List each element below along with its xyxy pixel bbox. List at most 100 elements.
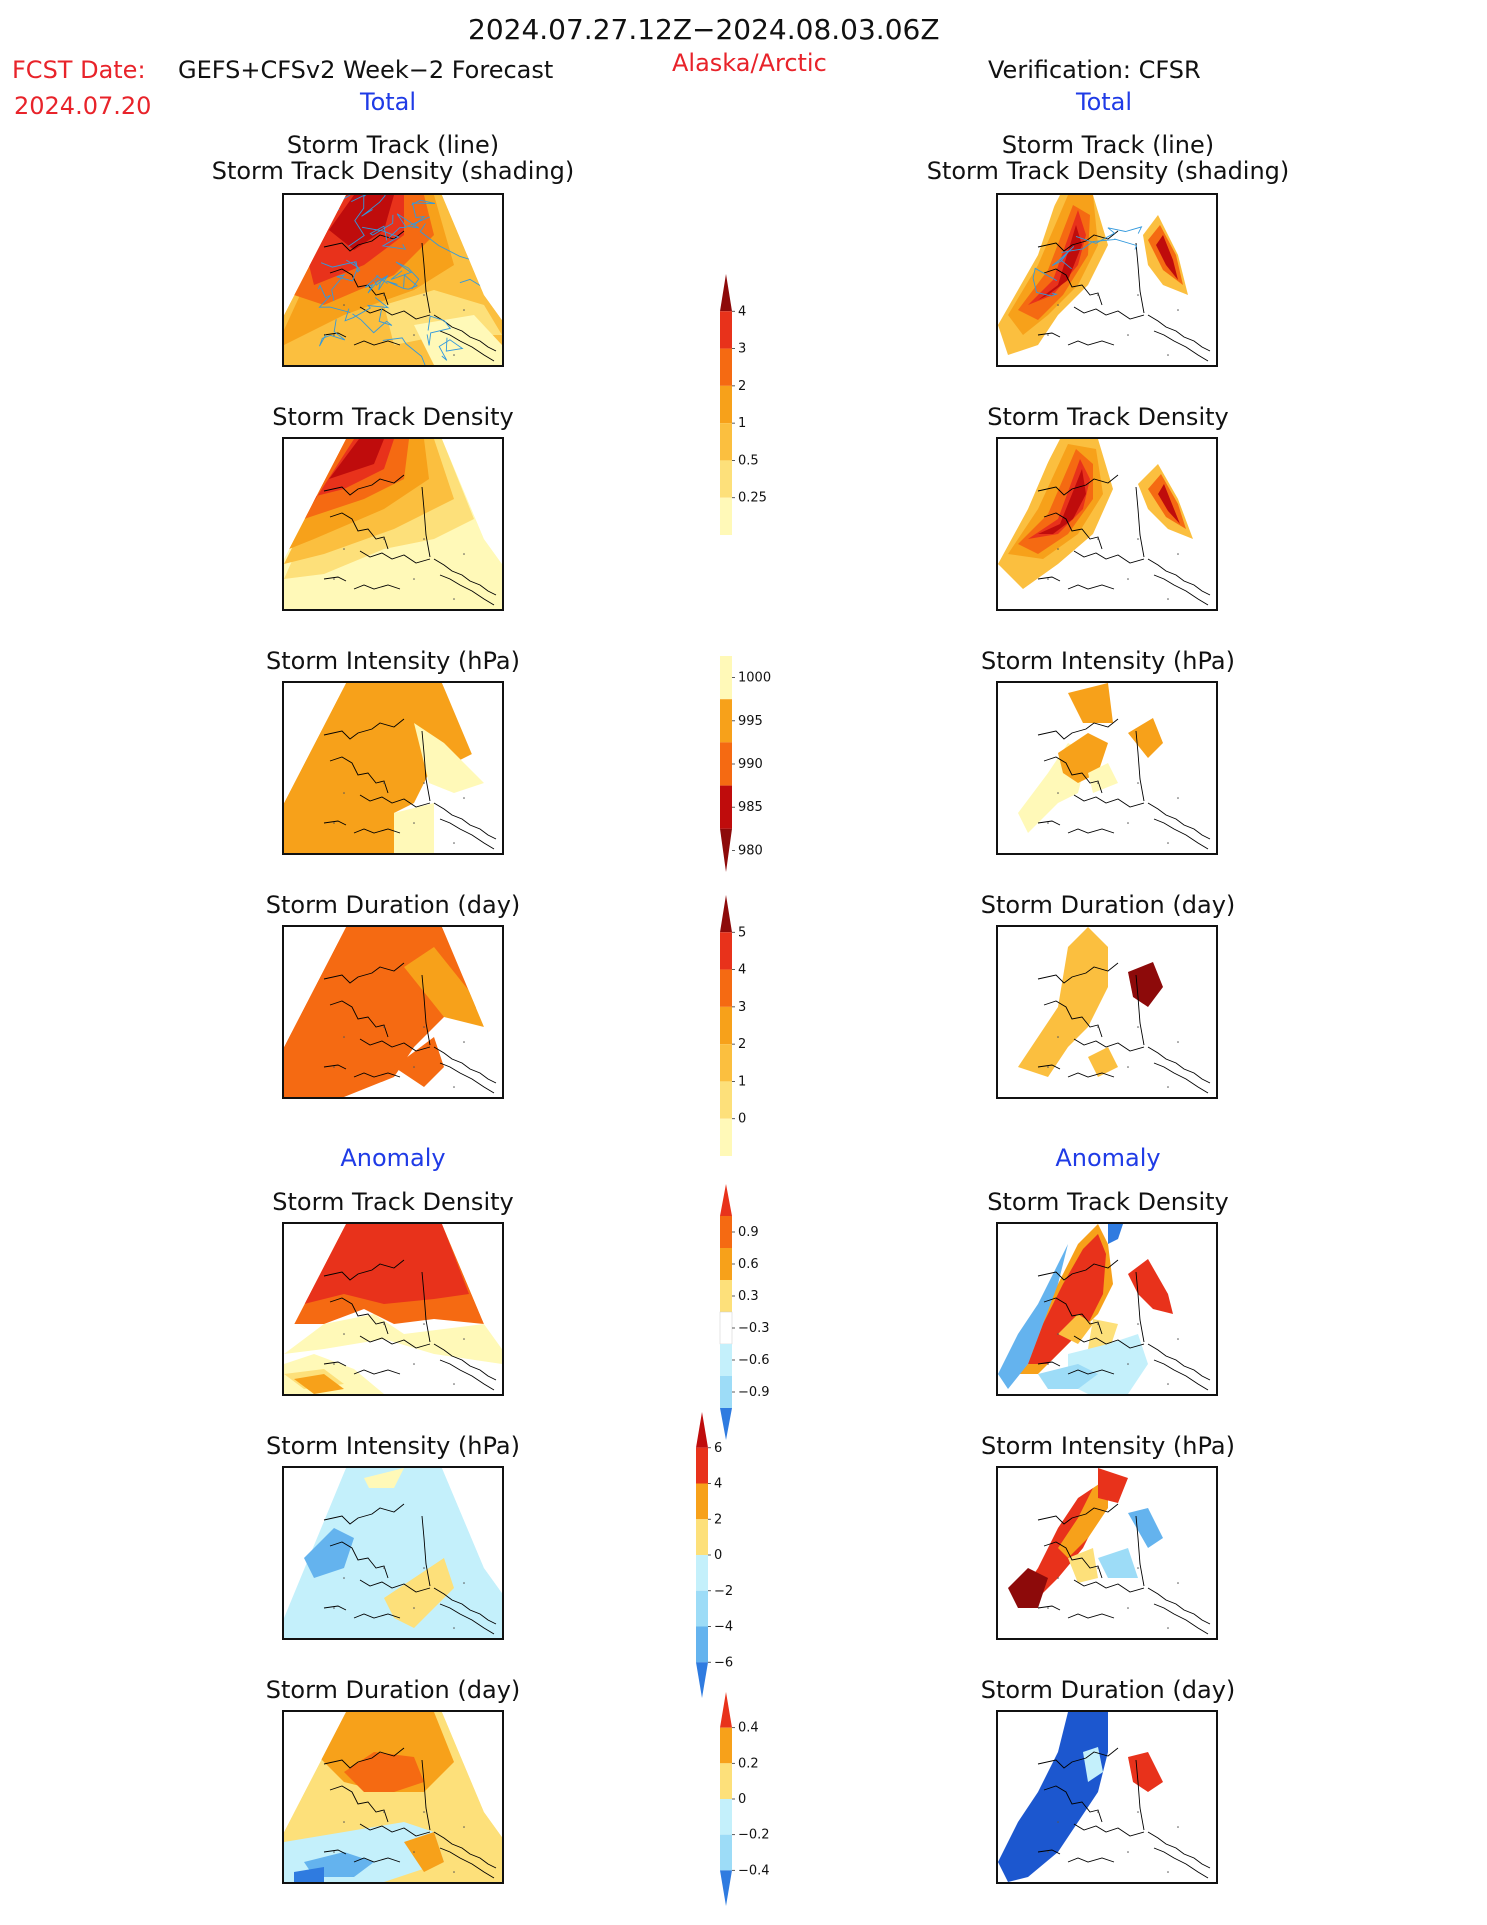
cbar-tick-label-3: 985: [738, 800, 763, 815]
coastline-5: [1067, 1857, 1115, 1863]
storm-track-15: [344, 297, 390, 322]
cfsr-total-duration-map: [996, 925, 1218, 1099]
anomaly-label-right: Anomaly: [1055, 1144, 1161, 1172]
graticule-dot-4: [333, 822, 335, 824]
shading-layer: [998, 1712, 1163, 1882]
shading-layer: [1018, 683, 1163, 833]
colorbar-intensity-anomaly: 6 4 2 0 −2 −4 −6: [696, 1412, 733, 1698]
graticule-dot-2: [1137, 1026, 1139, 1028]
graticule-dot-3: [1177, 1582, 1179, 1584]
cbar-swatch-6: [696, 1626, 708, 1663]
graticule-dot-3: [1177, 797, 1179, 799]
shade-region-3: [1028, 210, 1086, 305]
storm-track-1: [1075, 226, 1143, 244]
shade-region-4: [1088, 763, 1118, 793]
cbar-tick-label-2: 0: [738, 1792, 746, 1807]
coastline-3: [433, 1831, 497, 1869]
coastline-6: [323, 1605, 347, 1611]
graticule-dot-4: [1047, 578, 1049, 580]
cbar-tick-label-0: 6: [714, 1441, 722, 1456]
graticule-dot-2: [1137, 294, 1139, 296]
shading-layer: [284, 683, 484, 853]
shade-region-5: [404, 1832, 444, 1872]
cbar-swatch-5: [720, 1870, 732, 1906]
cbar-swatch-2: [696, 1483, 708, 1520]
graticule-dot-0: [343, 1577, 345, 1579]
graticule-dot-4: [1047, 1066, 1049, 1068]
cfsr-total-track-density-map: [996, 437, 1218, 611]
graticule-dot-4: [333, 578, 335, 580]
graticule-dots: [333, 1026, 465, 1088]
coastline-6: [1037, 1064, 1061, 1070]
cbar-swatch-1: [720, 932, 732, 970]
cbar-tick-label-4: −0.4: [738, 1863, 770, 1878]
cbar-tick-label-3: −0.3: [738, 1321, 770, 1336]
coastline-7: [1135, 1759, 1145, 1831]
coastline-2: [359, 794, 431, 808]
coastline-layer: [323, 962, 497, 1094]
map-canvas: [284, 683, 497, 853]
colorbar-duration: 5 4 3 2 1 0: [720, 895, 746, 1156]
graticule-dot-6: [453, 1627, 455, 1629]
graticule-dot-6: [1167, 1383, 1169, 1385]
shade-region-1: [1058, 1478, 1108, 1558]
shade-region-1: [414, 723, 484, 793]
coastline-3: [433, 802, 497, 840]
coastline-0: [323, 718, 405, 740]
panel-title-duration-left: Storm Duration (day): [265, 891, 521, 919]
forecast-anomaly-intensity-map: [282, 1466, 504, 1640]
coastline-0: [1037, 1747, 1119, 1769]
map-canvas: [284, 1712, 502, 1882]
storm-track-16: [369, 214, 394, 241]
coastline-2: [1073, 550, 1145, 564]
cbar-swatch-2: [720, 1763, 732, 1799]
graticule-dot-1: [383, 538, 385, 540]
panel-title-anom-intensity-right: Storm Intensity (hPa): [981, 1432, 1235, 1460]
coastline-6: [323, 576, 347, 582]
cbar-tick-label-6: −6: [714, 1655, 733, 1670]
map-canvas: [284, 439, 502, 609]
coastline-5: [1067, 1072, 1115, 1078]
map-canvas: [998, 1224, 1211, 1394]
storm-track-17: [361, 195, 397, 217]
coastline-0: [323, 1503, 405, 1525]
shade-region-2: [1068, 683, 1113, 723]
shade-region-6: [1038, 1364, 1098, 1389]
forecast-total-track-density-map: [282, 437, 504, 611]
coastline-4: [439, 574, 495, 606]
map-canvas: [998, 195, 1211, 362]
shade-region-2: [394, 803, 434, 853]
coastline-layer: [323, 718, 497, 850]
graticule-dot-4: [333, 1066, 335, 1068]
storm-track-7: [390, 261, 420, 290]
graticule-dot-4: [1047, 1607, 1049, 1609]
anomaly-label-left: Anomaly: [340, 1144, 446, 1172]
map-canvas: [998, 439, 1211, 606]
graticule-dot-1: [1097, 1567, 1099, 1569]
shading-layer: [284, 1224, 502, 1394]
shade-region-4: [1038, 225, 1082, 300]
shading-layer: [284, 927, 484, 1097]
cbar-swatch-2: [720, 969, 732, 1007]
graticule-dot-5: [1127, 1851, 1129, 1853]
cbar-tick-label-2: 2: [738, 379, 746, 394]
graticule-dot-5: [413, 578, 415, 580]
coastline-layer: [1037, 1503, 1211, 1635]
total-label-left: Total: [360, 88, 417, 116]
graticule-dot-2: [1137, 1567, 1139, 1569]
graticule-dots: [1047, 782, 1179, 844]
cbar-tick-label-1: 4: [714, 1477, 722, 1492]
coastline-2: [359, 306, 431, 320]
total-label-right: Total: [1076, 88, 1133, 116]
graticule-dot-5: [1127, 1607, 1129, 1609]
cbar-swatch-0: [720, 274, 732, 312]
cbar-swatch-3: [696, 1519, 708, 1555]
coastline-1: [329, 1785, 389, 1823]
cbar-swatch-5: [696, 1590, 708, 1627]
coastline-7: [421, 974, 431, 1046]
coastline-layer: [1037, 1747, 1211, 1879]
storm-track-1: [388, 213, 430, 239]
graticule-dot-5: [1127, 1066, 1129, 1068]
shading-layer: [998, 195, 1188, 355]
coastline-7: [421, 1515, 431, 1587]
